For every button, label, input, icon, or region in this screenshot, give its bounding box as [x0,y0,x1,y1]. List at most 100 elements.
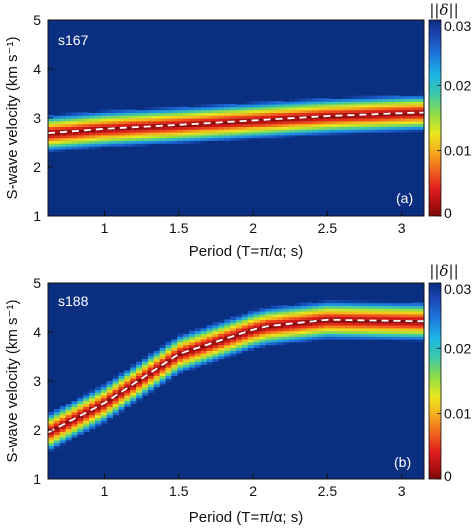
heatmap-cell [330,333,337,337]
heatmap-cell [353,319,360,323]
heatmap-cell [65,140,73,144]
heatmap-cell [142,372,149,376]
heatmap-cell [100,109,108,113]
heatmap-cell [100,414,108,418]
heatmap-cell [388,322,396,326]
heatmap-cell [306,132,313,136]
heatmap-cell [53,409,61,413]
heatmap-cell [236,112,243,116]
heatmap-cell [165,378,172,382]
heatmap-cell [347,104,355,108]
heatmap-cell [206,347,214,351]
heatmap-cell [118,383,125,388]
heatmap-cell [53,417,61,421]
heatmap-cell [71,431,78,435]
heatmap-cell [406,126,413,130]
heatmap-cell [65,123,73,127]
heatmap-cell [112,386,120,390]
heatmap-cell [277,112,284,116]
heatmap-cell [294,104,302,108]
heatmap-cell [388,115,396,119]
heatmap-cell [200,347,208,351]
heatmap-cell [359,98,366,102]
heatmap-cell [89,140,96,144]
heatmap-cell [400,98,407,102]
heatmap-cell [283,341,290,346]
heatmap-cell [77,425,84,430]
heatmap-cell [100,137,108,141]
heatmap-cell [365,120,372,125]
heatmap-cell [341,308,349,312]
heatmap-cell [65,132,73,136]
heatmap-cell [224,327,231,332]
heatmap-cell [106,400,114,404]
heatmap-cell [200,132,208,136]
heatmap-cell [324,327,331,332]
heatmap-cell [312,104,319,108]
heatmap-cell [259,327,266,332]
heatmap-cell [224,129,231,133]
heatmap-cell [253,344,261,348]
heatmap-cell [206,134,214,139]
heatmap-cell [142,143,149,147]
heatmap-cell [365,126,372,130]
heatmap-cell [247,129,255,133]
heatmap-cell [77,129,84,133]
heatmap-cell [253,112,261,116]
heatmap-cell [147,369,155,374]
heatmap-cell [124,143,131,147]
heatmap-cell [48,129,55,133]
heatmap-cell [388,101,396,105]
heatmap-cell [224,319,231,323]
heatmap-cell [224,126,231,130]
heatmap-cell [136,378,143,382]
heatmap-cell [183,330,190,334]
heatmap-cell [377,98,384,102]
heatmap-cell [59,439,67,444]
heatmap-cell [247,134,255,139]
heatmap-cell [183,341,190,346]
heatmap-cell [183,358,190,362]
heatmap-cell [347,330,355,334]
heatmap-cell [153,129,161,133]
heatmap-cell [406,313,413,318]
heatmap-cell [153,118,161,122]
heatmap-cell [335,112,343,116]
heatmap-cell [130,112,137,116]
heatmap-cell [89,389,96,393]
heatmap-cell [288,101,296,105]
heatmap-cell [324,330,331,334]
heatmap-cell [89,409,96,413]
heatmap-cell [53,414,61,418]
heatmap-cell [130,134,137,139]
heatmap-cell [142,358,149,362]
heatmap-cell [283,112,290,116]
colorbar-tick-label: 0.01 [444,143,471,159]
heatmap-cell [153,347,161,351]
heatmap-cell [230,316,237,320]
heatmap-cell [318,336,325,340]
heatmap-cell [136,395,143,399]
heatmap-cell [353,95,360,99]
heatmap-cell [59,129,67,133]
heatmap-cell [118,375,125,379]
heatmap-cell [271,104,278,108]
heatmap-cell [259,311,266,315]
heatmap-cell [359,325,366,329]
heatmap-cell [230,123,237,127]
heatmap-cell [277,109,284,113]
heatmap-cell [165,120,172,125]
heatmap-cell [353,106,360,111]
heatmap-cell [277,325,284,329]
y-tick-label: 4 [33,324,41,340]
heatmap-cell [236,134,243,139]
heatmap-cell [418,104,425,108]
heatmap-cell [189,339,196,343]
heatmap-cell [341,109,349,113]
heatmap-cell [112,123,120,127]
heatmap-cell [318,319,325,323]
heatmap-cell [283,316,290,320]
heatmap-cell [382,336,390,340]
heatmap-cell [89,134,96,139]
heatmap-cell [59,425,67,430]
